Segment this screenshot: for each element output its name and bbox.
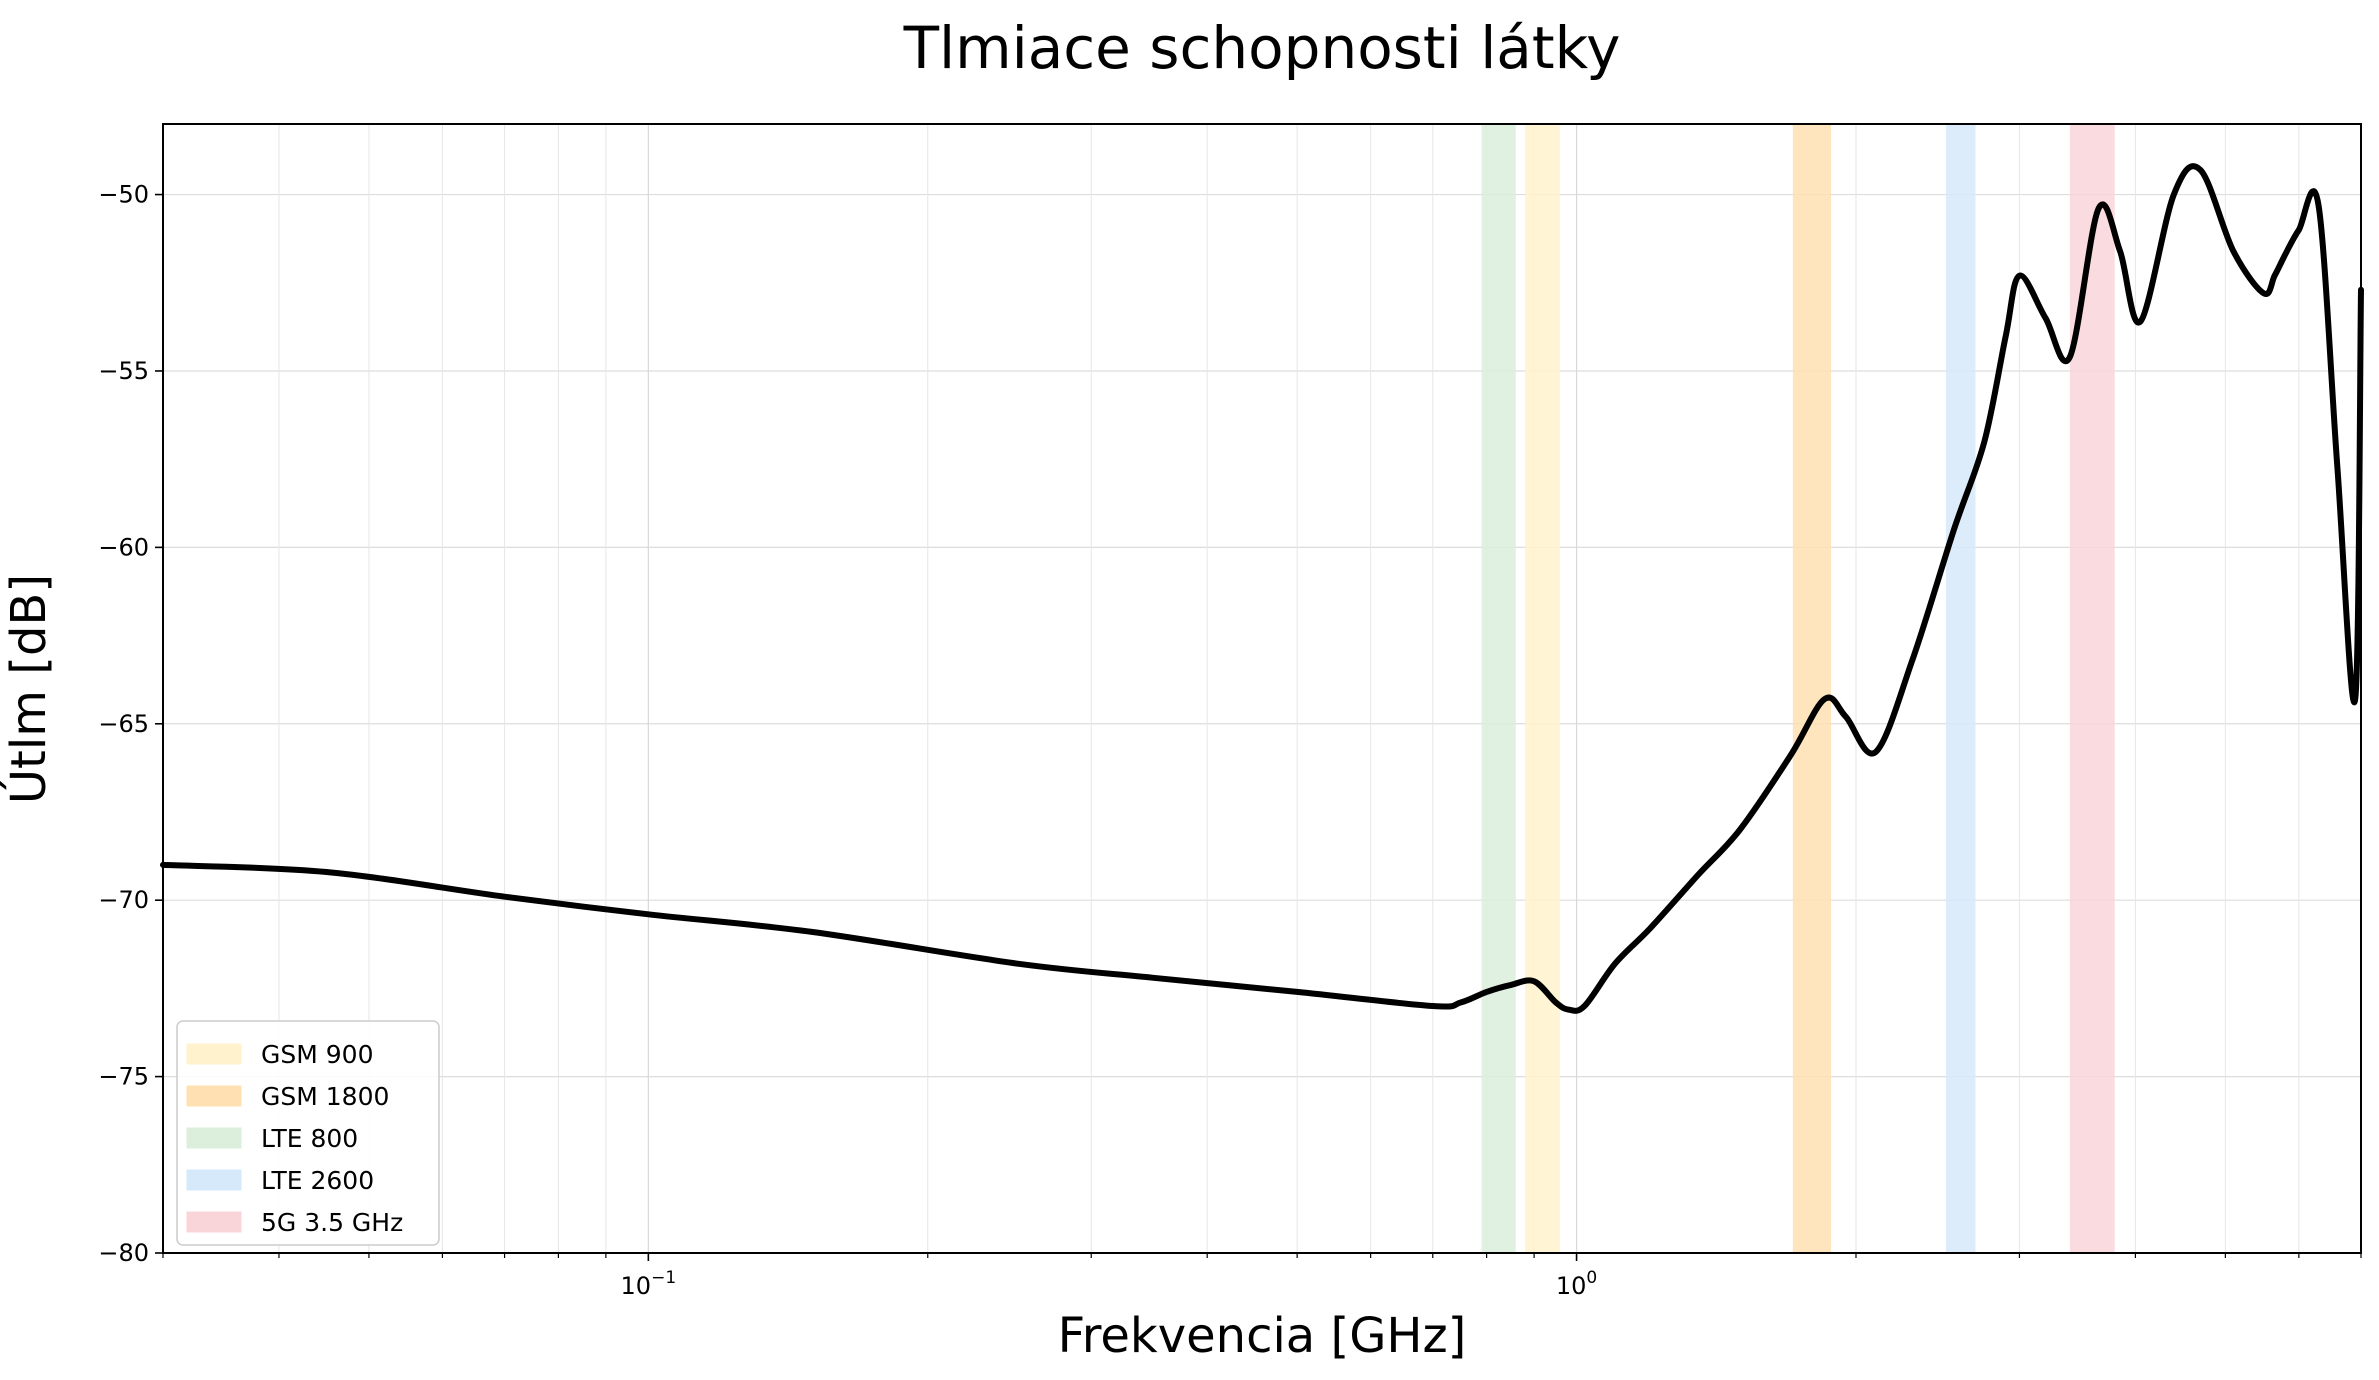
legend-label: LTE 2600 [261, 1166, 374, 1195]
y-axis-title: Útlm [dB] [0, 574, 57, 804]
attenuation-line [160, 163, 2364, 1014]
x-tick-base: 10 [621, 1272, 652, 1300]
x-tick-exponent: 0 [1586, 1268, 1597, 1288]
data-series [160, 163, 2364, 1014]
plot-area [160, 123, 2364, 1254]
y-tick-label: −70 [98, 886, 149, 914]
legend-label: GSM 900 [261, 1040, 373, 1069]
x-tick-label: 10−1 [621, 1268, 677, 1300]
frequency-bands [1481, 124, 2115, 1253]
legend-swatch [186, 1127, 242, 1149]
x-axis-title: Frekvencia [GHz] [1058, 1308, 1467, 1364]
band-lte-800 [1481, 124, 1516, 1253]
legend-swatch [186, 1211, 242, 1233]
x-axis: 10−1 100 [162, 1253, 2362, 1300]
y-tick-label: −65 [98, 710, 149, 738]
band-gsm-900 [1525, 124, 1561, 1253]
legend-label: 5G 3.5 GHz [261, 1208, 403, 1237]
y-tick-label: −75 [98, 1063, 149, 1091]
x-tick-label: 100 [1556, 1268, 1597, 1300]
band-lte-2600 [1945, 124, 1976, 1253]
x-tick-base: 10 [1556, 1272, 1587, 1300]
legend-swatch [186, 1085, 242, 1107]
band-5g-3-5-ghz [2069, 124, 2115, 1253]
y-tick-label: −50 [98, 181, 149, 209]
plot-background [163, 124, 2361, 1253]
legend: GSM 900 GSM 1800 LTE 800 LTE 2600 5G 3.5 GHz [176, 1020, 440, 1246]
y-tick-label: −60 [98, 533, 149, 561]
legend-swatch [186, 1169, 242, 1191]
legend-box [176, 1020, 440, 1246]
y-axis: −50 −55 −60 −65 −70 −75 −80 [98, 181, 163, 1267]
y-tick-label: −55 [98, 357, 149, 385]
legend-label: LTE 800 [261, 1124, 358, 1153]
chart-title: Tlmiace schopnosti látky [903, 14, 1621, 82]
x-tick-exponent: −1 [651, 1268, 676, 1288]
legend-swatch [186, 1043, 242, 1065]
band-gsm-1800 [1792, 124, 1832, 1253]
y-tick-label: −80 [98, 1239, 149, 1267]
legend-label: GSM 1800 [261, 1082, 389, 1111]
plot-frame [162, 123, 2362, 1254]
